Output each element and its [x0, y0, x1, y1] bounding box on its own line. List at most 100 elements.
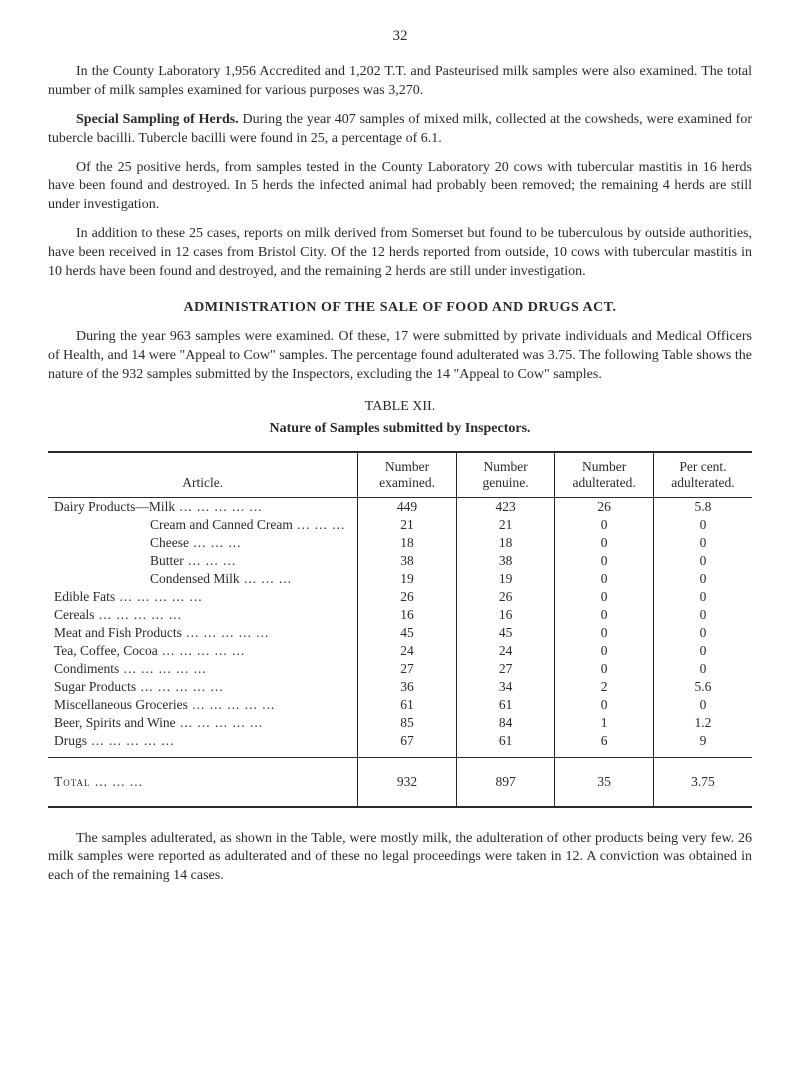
cell-article: Beer, Spirits and Wine [48, 714, 358, 732]
cell-adulterated: 0 [555, 624, 654, 642]
inline-heading: Special Sampling of Herds. [76, 112, 239, 127]
table-row: Miscellaneous Groceries616100 [48, 696, 752, 714]
table-row: Drugs676169 [48, 732, 752, 750]
cell-examined: 27 [358, 660, 457, 678]
cell-examined: 38 [358, 552, 457, 570]
cell-total-examined: 932 [358, 757, 457, 807]
cell-percent: 9 [653, 732, 752, 750]
cell-adulterated: 2 [555, 678, 654, 696]
table-header-row: Article. Number examined. Number genuine… [48, 452, 752, 498]
document-page: 32 In the County Laboratory 1,956 Accred… [0, 0, 800, 936]
cell-genuine: 38 [456, 552, 555, 570]
section-heading: ADMINISTRATION OF THE SALE OF FOOD AND D… [48, 300, 752, 316]
cell-genuine: 34 [456, 678, 555, 696]
cell-examined: 449 [358, 497, 457, 516]
cell-adulterated: 0 [555, 570, 654, 588]
cell-percent: 1.2 [653, 714, 752, 732]
cell-examined: 36 [358, 678, 457, 696]
cell-article: Meat and Fish Products [48, 624, 358, 642]
table-total-row: Total932897353.75 [48, 757, 752, 807]
cell-genuine: 84 [456, 714, 555, 732]
table-caption: Nature of Samples submitted by Inspector… [48, 421, 752, 437]
cell-examined: 67 [358, 732, 457, 750]
cell-adulterated: 0 [555, 534, 654, 552]
table-row: Cream and Canned Cream212100 [48, 516, 752, 534]
cell-examined: 24 [358, 642, 457, 660]
cell-total-genuine: 897 [456, 757, 555, 807]
cell-total-label: Total [48, 757, 358, 807]
paragraph: The samples adulterated, as shown in the… [48, 830, 752, 887]
table-row: Sugar Products363425.6 [48, 678, 752, 696]
cell-genuine: 16 [456, 606, 555, 624]
col-header-examined: Number examined. [358, 452, 457, 498]
cell-adulterated: 0 [555, 660, 654, 678]
cell-article: Miscellaneous Groceries [48, 696, 358, 714]
cell-adulterated: 0 [555, 606, 654, 624]
cell-article: Sugar Products [48, 678, 358, 696]
cell-genuine: 18 [456, 534, 555, 552]
cell-article: Tea, Coffee, Cocoa [48, 642, 358, 660]
cell-adulterated: 0 [555, 642, 654, 660]
samples-table: Article. Number examined. Number genuine… [48, 451, 752, 808]
table-title: TABLE XII. [48, 399, 752, 415]
cell-genuine: 24 [456, 642, 555, 660]
table-row: Condensed Milk191900 [48, 570, 752, 588]
cell-genuine: 27 [456, 660, 555, 678]
paragraph: In the County Laboratory 1,956 Accredite… [48, 63, 752, 101]
cell-article: Drugs [48, 732, 358, 750]
cell-total-percent: 3.75 [653, 757, 752, 807]
cell-total-adulterated: 35 [555, 757, 654, 807]
cell-article: Condensed Milk [48, 570, 358, 588]
col-header-adulterated: Number adulterated. [555, 452, 654, 498]
cell-examined: 45 [358, 624, 457, 642]
cell-article: Dairy Products—Milk [48, 497, 358, 516]
cell-genuine: 19 [456, 570, 555, 588]
table-rule [48, 750, 752, 758]
table-row: Beer, Spirits and Wine858411.2 [48, 714, 752, 732]
cell-article: Cheese [48, 534, 358, 552]
cell-adulterated: 0 [555, 516, 654, 534]
table-row: Edible Fats262600 [48, 588, 752, 606]
col-header-genuine: Number genuine. [456, 452, 555, 498]
cell-percent: 0 [653, 660, 752, 678]
cell-examined: 18 [358, 534, 457, 552]
table-row: Condiments272700 [48, 660, 752, 678]
paragraph: During the year 963 samples were examine… [48, 328, 752, 385]
cell-percent: 0 [653, 696, 752, 714]
table-row: Meat and Fish Products454500 [48, 624, 752, 642]
cell-article: Cereals [48, 606, 358, 624]
cell-percent: 0 [653, 606, 752, 624]
cell-article: Edible Fats [48, 588, 358, 606]
cell-genuine: 45 [456, 624, 555, 642]
cell-percent: 0 [653, 624, 752, 642]
cell-article: Condiments [48, 660, 358, 678]
cell-percent: 0 [653, 552, 752, 570]
cell-adulterated: 6 [555, 732, 654, 750]
paragraph: Of the 25 positive herds, from samples t… [48, 159, 752, 216]
cell-percent: 0 [653, 516, 752, 534]
cell-genuine: 423 [456, 497, 555, 516]
cell-examined: 61 [358, 696, 457, 714]
cell-examined: 85 [358, 714, 457, 732]
cell-genuine: 61 [456, 696, 555, 714]
cell-genuine: 26 [456, 588, 555, 606]
cell-examined: 16 [358, 606, 457, 624]
table-row: Cereals161600 [48, 606, 752, 624]
cell-examined: 19 [358, 570, 457, 588]
cell-examined: 21 [358, 516, 457, 534]
cell-percent: 0 [653, 534, 752, 552]
table-row: Butter383800 [48, 552, 752, 570]
col-header-percent: Per cent. adulterated. [653, 452, 752, 498]
page-number: 32 [48, 28, 752, 45]
cell-adulterated: 1 [555, 714, 654, 732]
cell-article: Cream and Canned Cream [48, 516, 358, 534]
cell-percent: 5.8 [653, 497, 752, 516]
cell-genuine: 61 [456, 732, 555, 750]
paragraph: In addition to these 25 cases, reports o… [48, 225, 752, 282]
cell-percent: 0 [653, 570, 752, 588]
cell-adulterated: 0 [555, 588, 654, 606]
col-header-article: Article. [48, 452, 358, 498]
paragraph: Special Sampling of Herds. During the ye… [48, 111, 752, 149]
table-row: Cheese181800 [48, 534, 752, 552]
cell-adulterated: 0 [555, 696, 654, 714]
